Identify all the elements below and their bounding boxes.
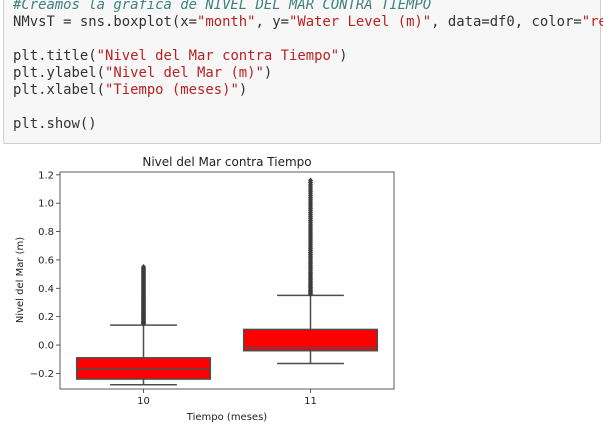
- x-tick-label: 10: [137, 396, 150, 407]
- code-line-8: plt.show(): [13, 116, 603, 133]
- chart-title: Nivel del Mar contra Tiempo: [142, 155, 311, 169]
- y-tick-label: 0.6: [38, 255, 54, 266]
- y-axis-label: Nivel del Mar (m): [15, 237, 26, 323]
- outliers-layer: [141, 177, 313, 327]
- code-token: plt.xlabel(: [13, 82, 105, 98]
- outlier-point: [308, 177, 313, 184]
- x-tick-label: 11: [304, 396, 317, 407]
- code-token: ): [263, 65, 273, 81]
- box-iqr: [242, 328, 379, 352]
- code-token: NMvsT = sns.boxplot(x=: [13, 14, 197, 30]
- output-plot: −0.2 0.0 0.2 0.4 0.6 0.8 1.0 1.2 10 11 Nivel del…: [0, 150, 603, 427]
- code-string: "Tiempo (meses)": [105, 82, 239, 98]
- y-tick-label: 0.0: [38, 341, 54, 352]
- code-string: "Water Level (m)": [288, 14, 432, 30]
- code-editor[interactable]: #Creamos la gráfica de NIVEL DEL MAR CON…: [13, 0, 603, 133]
- code-token: , y=: [255, 14, 289, 30]
- code-token: ): [238, 82, 248, 98]
- code-cell-input[interactable]: #Creamos la gráfica de NIVEL DEL MAR CON…: [3, 0, 603, 144]
- code-line-7: [13, 99, 603, 116]
- code-string: "red": [581, 14, 603, 30]
- code-string: "Nivel del Mar contra Tiempo": [96, 48, 340, 64]
- y-axis-ticks: −0.2 0.0 0.2 0.4 0.6 0.8 1.0 1.2: [30, 170, 60, 380]
- code-token: plt.ylabel(: [13, 65, 105, 81]
- boxplot-chart: −0.2 0.0 0.2 0.4 0.6 0.8 1.0 1.2 10 11 Nivel del…: [15, 155, 395, 423]
- x-axis-ticks: 10 11: [137, 389, 317, 407]
- code-comment: #Creamos la gráfica de NIVEL DEL MAR CON…: [13, 0, 432, 13]
- y-tick-label: 0.4: [38, 284, 54, 295]
- code-line-4: plt.title("Nivel del Mar contra Tiempo"): [13, 48, 603, 65]
- y-tick-label: 0.2: [38, 312, 54, 323]
- y-tick-label: −0.2: [30, 369, 54, 380]
- code-line-2: NMvsT = sns.boxplot(x="month", y="Water …: [13, 14, 603, 31]
- x-axis-label: Tiempo (meses): [186, 412, 267, 423]
- y-tick-label: 1.2: [38, 170, 54, 181]
- y-tick-label: 1.0: [38, 199, 54, 210]
- boxes-layer: [75, 294, 379, 386]
- code-token: plt.show(): [13, 116, 97, 132]
- y-tick-label: 0.8: [38, 227, 54, 238]
- code-token: plt.title(: [13, 48, 97, 64]
- code-string: "month": [196, 14, 256, 30]
- code-token: , data=df0, color=: [431, 14, 582, 30]
- code-string: "Nivel del Mar (m)": [105, 65, 264, 81]
- code-line-5: plt.ylabel("Nivel del Mar (m)"): [13, 65, 603, 82]
- code-line-3: [13, 31, 603, 48]
- code-line-1: #Creamos la gráfica de NIVEL DEL MAR CON…: [13, 0, 603, 14]
- code-line-6: plt.xlabel("Tiempo (meses)"): [13, 82, 603, 99]
- code-token: ): [339, 48, 348, 64]
- axes-frame: [59, 171, 395, 390]
- outlier-point: [141, 264, 146, 271]
